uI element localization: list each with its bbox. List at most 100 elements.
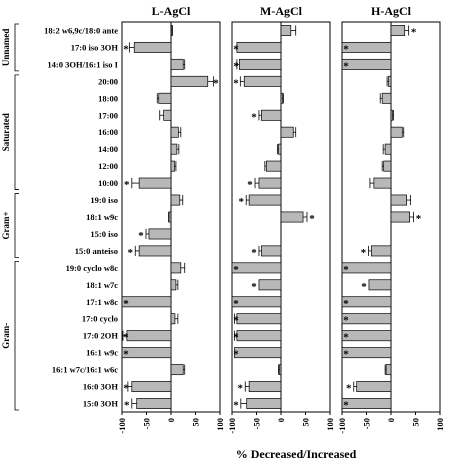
bar [371, 245, 392, 257]
x-tick-label: 0 [166, 418, 176, 422]
bar [383, 160, 392, 172]
bar [148, 228, 172, 240]
bar [280, 92, 283, 104]
bar [170, 262, 182, 274]
bar [236, 313, 282, 325]
category-label: 17:00 [98, 110, 118, 120]
category-label: 17:1 w8c [86, 297, 118, 307]
category-label: 18:1 w7c [86, 280, 118, 290]
significance-marker: * [233, 60, 239, 72]
bar [138, 245, 172, 257]
significance-marker: * [233, 332, 239, 344]
significance-marker: * [233, 264, 239, 276]
bar [170, 143, 178, 155]
bar [390, 194, 408, 206]
category-label: 19:0 cyclo w8c [66, 263, 119, 273]
significance-marker: * [343, 332, 349, 344]
bar [341, 58, 392, 70]
category-label: 17:0 iso 3OH [71, 42, 119, 52]
bar [158, 92, 172, 104]
panel-title: H-AgCl [371, 4, 412, 18]
significance-marker: * [309, 213, 315, 225]
significance-marker: * [233, 298, 239, 310]
x-tick-label: -50 [252, 418, 262, 429]
bar [133, 41, 172, 53]
group-bracket [14, 23, 19, 72]
bar [170, 364, 184, 376]
bar [279, 364, 282, 376]
bar [121, 296, 172, 308]
bar [234, 347, 282, 359]
bar [239, 58, 282, 70]
category-label: 12:00 [98, 161, 118, 171]
bar [341, 313, 392, 325]
significance-marker: * [233, 43, 239, 55]
bar [243, 75, 282, 87]
bar [258, 279, 282, 291]
group-brackets: Unnamed Saturated Gram+ Gram- [1, 23, 19, 411]
category-label: 16:0 3OH [83, 382, 119, 392]
significance-marker: * [343, 349, 349, 361]
bar [261, 245, 282, 257]
category-label: 19:0 iso [90, 195, 118, 205]
significance-marker: * [251, 281, 257, 293]
x-tick-label: -50 [362, 418, 372, 429]
bar [390, 211, 410, 223]
significance-marker: * [251, 247, 257, 259]
category-label: 16:00 [98, 127, 118, 137]
panel: M-AgCl-100 -50 0 50 100**************** [227, 4, 335, 434]
significance-marker: * [361, 281, 367, 293]
significance-marker: * [237, 383, 243, 395]
bar [341, 347, 392, 359]
bar [280, 211, 304, 223]
x-tick-label: 100 [435, 418, 445, 431]
bar [381, 92, 392, 104]
bar [388, 75, 392, 87]
bar [138, 177, 172, 189]
category-label: 18:1 w9c [86, 212, 118, 222]
x-tick-label: -100 [117, 418, 127, 434]
bar [170, 75, 209, 87]
bar [236, 330, 282, 342]
bar [170, 279, 177, 291]
significance-marker: * [343, 298, 349, 310]
category-label: 10:00 [98, 178, 118, 188]
bar [278, 143, 282, 155]
x-tick-label: -100 [337, 418, 347, 434]
bar [170, 58, 184, 70]
bar [385, 364, 392, 376]
category-label: 18:2 w6,9c/18:0 ante [44, 25, 118, 35]
significance-marker: * [124, 400, 130, 412]
x-tick-label: 100 [215, 418, 225, 431]
x-axis-label: % Decreased/Increased [236, 447, 357, 461]
x-tick-label: -100 [227, 418, 237, 434]
bar [126, 330, 172, 342]
group-label: Gram+ [1, 211, 11, 239]
group-bracket [14, 260, 19, 411]
significance-marker: * [238, 196, 244, 208]
significance-marker: * [361, 247, 367, 259]
x-tick-label: 0 [386, 418, 396, 422]
category-label: 16:1 w7c/16:1 w6c [52, 365, 118, 375]
bar [390, 25, 406, 36]
bar [231, 296, 282, 308]
significance-marker: * [343, 43, 349, 55]
bar [390, 126, 403, 138]
group-label: Saturated [1, 113, 11, 151]
significance-marker: * [346, 383, 352, 395]
bar [246, 398, 282, 409]
significance-marker: * [251, 111, 257, 123]
category-label: 14:0 3OH/16:1 iso I [47, 59, 118, 69]
bar [163, 109, 172, 121]
x-tick-label: 50 [191, 418, 201, 427]
significance-marker: * [343, 400, 349, 412]
significance-marker: * [123, 349, 129, 361]
bar [170, 126, 179, 138]
panel: H-AgCl -100 -50 0 50 100 * * * * * * * * * * * * * [337, 4, 445, 434]
category-label: 17:0 2OH [83, 331, 119, 341]
category-labels: 18:2 w6,9c/18:0 ante 17:0 iso 3OH 14:0 3OH… [44, 25, 119, 408]
bar [236, 41, 282, 53]
x-tick-label: -50 [142, 418, 152, 429]
bar [280, 25, 292, 36]
bar [168, 211, 172, 223]
